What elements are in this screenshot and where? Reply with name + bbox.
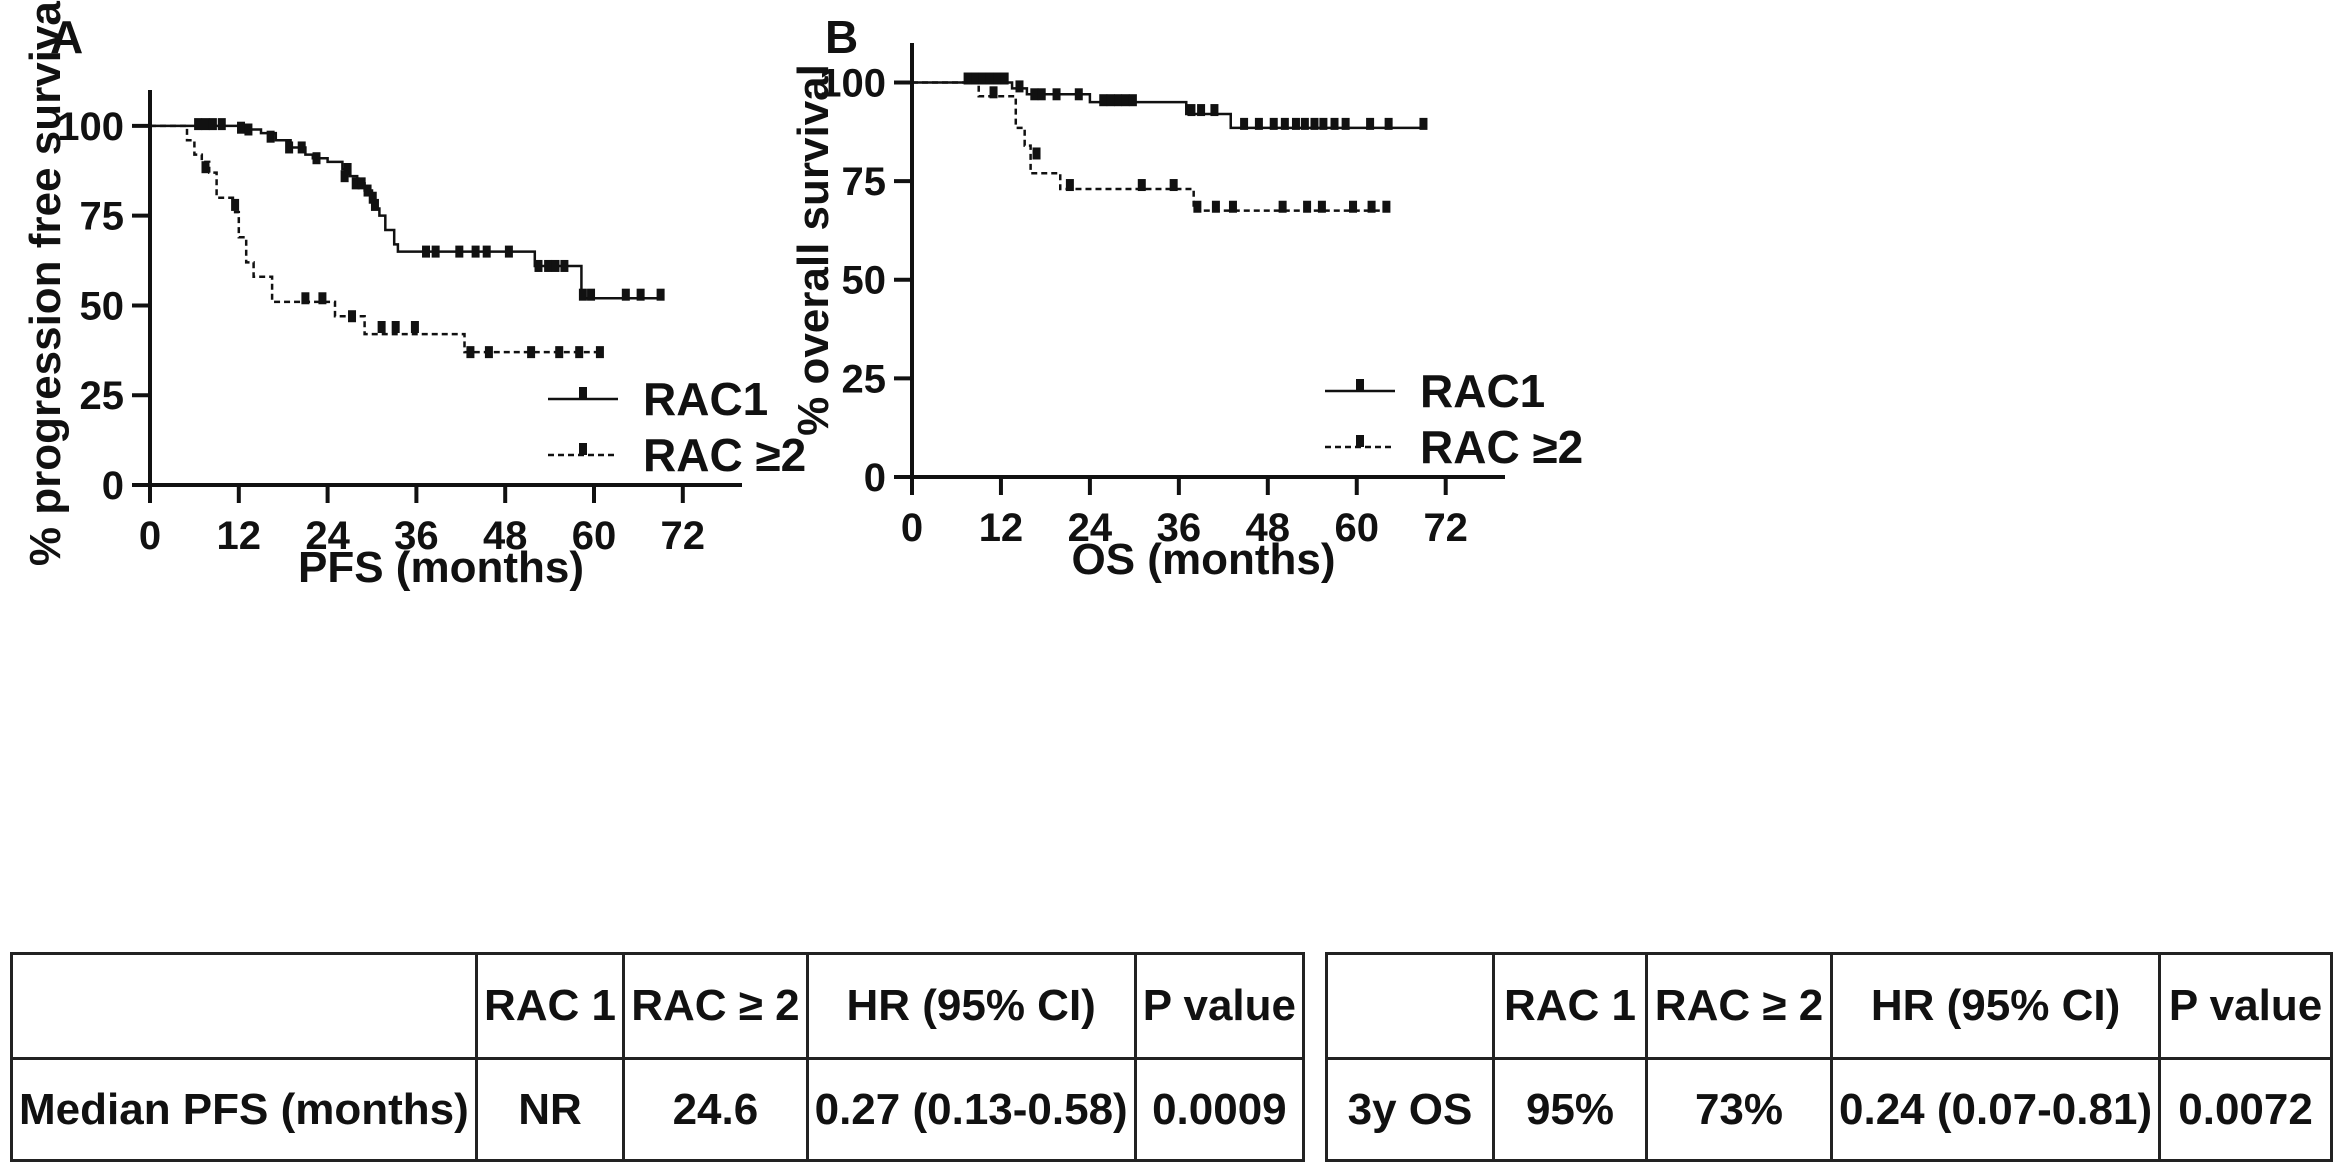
censor-mark [357,177,366,190]
table-cell: NR [474,1057,626,1162]
x-tick-label: 24 [305,514,350,558]
censor-mark [544,259,553,272]
censor-mark [656,288,665,301]
censor-mark [301,292,310,305]
pfs-survival-chart: 0 25 50 75 100 0 12 24 36 48 60 72 PFS (months) % pro… [21,0,806,592]
table-header-cell: HR (95% CI) [1829,952,2162,1060]
censor-mark [555,346,564,359]
censor-mark [266,130,275,143]
table-cell: 0.24 (0.07-0.81) [1829,1057,2162,1162]
table-row: Median PFS (months) NR 24.6 0.27 (0.13-0… [10,1057,1306,1162]
x-tick-label: 60 [572,514,617,558]
table-cell: 73% [1645,1057,1833,1162]
table-header-row: RAC 1 RAC ≥ 2 HR (95% CI) P value [1325,952,2333,1060]
censor-mark [318,292,327,305]
table-cell: 24.6 [622,1057,809,1162]
censor-mark [471,245,480,258]
censor-mark [595,346,604,359]
censor-mark [208,118,217,131]
censor-mark [368,191,377,204]
censor-mark [575,346,584,359]
censor-mark [231,198,240,211]
table-cell: 95% [1492,1057,1648,1162]
censor-mark [312,152,321,165]
censor-mark [348,310,357,323]
censor-mark [201,161,210,174]
censor-mark [560,259,569,272]
table-cell: 0.27 (0.13-0.58) [805,1057,1137,1162]
x-axis-label: PFS (months) [298,543,584,592]
table-header-cell: P value [1133,952,1306,1060]
censor-mark [482,245,491,258]
censor-mark [578,288,587,301]
table-header-cell: RAC ≥ 2 [622,952,809,1060]
survival-curve-rac2plus [150,124,602,354]
censor-mark [391,321,400,333]
censor-mark [377,321,386,333]
x-tick-label: 48 [483,514,528,558]
table-row-label: Median PFS (months) [10,1057,478,1162]
censor-mark [285,141,294,154]
censor-mark [363,184,372,197]
legend-censor-mark [579,387,587,399]
censor-mark [297,141,306,154]
censor-mark [194,118,203,131]
censor-mark [370,198,379,211]
survival-curve-rac1 [150,124,661,300]
censor-mark [340,170,349,183]
legend-censor-mark [579,443,587,455]
table-cell: 0.0072 [2158,1057,2333,1162]
censor-mark [466,346,475,359]
censor-mark [201,118,210,131]
censor-mark [422,245,431,258]
table-row-label: 3y OS [1325,1057,1495,1162]
censor-mark [587,288,596,301]
table-header-cell: P value [2158,952,2333,1060]
y-tick-label: 75 [80,195,125,239]
legend-label: RAC1 [643,373,768,425]
os-results-table: RAC 1 RAC ≥ 2 HR (95% CI) P value 3y OS … [1325,952,2333,1162]
panel-letter-a: A [50,11,84,63]
y-tick-label: 0 [102,464,124,508]
censor-mark [504,245,513,258]
x-tick-label: 72 [661,514,706,558]
legend-label: RAC ≥2 [643,429,806,481]
table-cell: 0.0009 [1133,1057,1306,1162]
y-tick-label: 25 [80,374,125,418]
censor-mark [351,177,360,190]
pfs-results-table: RAC 1 RAC ≥ 2 HR (95% CI) P value Median… [10,952,1306,1162]
table-header-cell: RAC 1 [1492,952,1648,1060]
panel-letter-b: B [825,11,859,63]
y-tick-label: 100 [57,105,124,149]
censor-mark [237,121,246,134]
censor-mark [410,321,419,333]
x-tick-label: 36 [394,514,439,558]
censor-mark [431,245,440,258]
x-tick-label: 0 [139,514,161,558]
x-tick-label: 12 [217,514,262,558]
y-tick-label: 50 [80,284,125,328]
censor-mark [455,245,464,258]
censor-mark [343,163,352,175]
table-row: 3y OS 95% 73% 0.24 (0.07-0.81) 0.0072 [1325,1057,2333,1162]
table-header-row: RAC 1 RAC ≥ 2 HR (95% CI) P value [10,952,1306,1060]
table-header-cell: RAC 1 [474,952,626,1060]
table-header-cell: HR (95% CI) [805,952,1137,1060]
table-header-cell: RAC ≥ 2 [1645,952,1833,1060]
censor-mark [551,259,560,272]
censor-mark [636,288,645,301]
table-header-cell [1325,952,1495,1060]
censor-mark [534,259,543,272]
censor-mark [484,346,493,359]
censor-mark [244,123,253,136]
y-axis-label: % progression free survival [21,0,70,566]
censor-mark [621,288,630,301]
table-header-cell [10,952,478,1060]
censor-mark [217,118,226,131]
censor-mark [527,346,536,359]
